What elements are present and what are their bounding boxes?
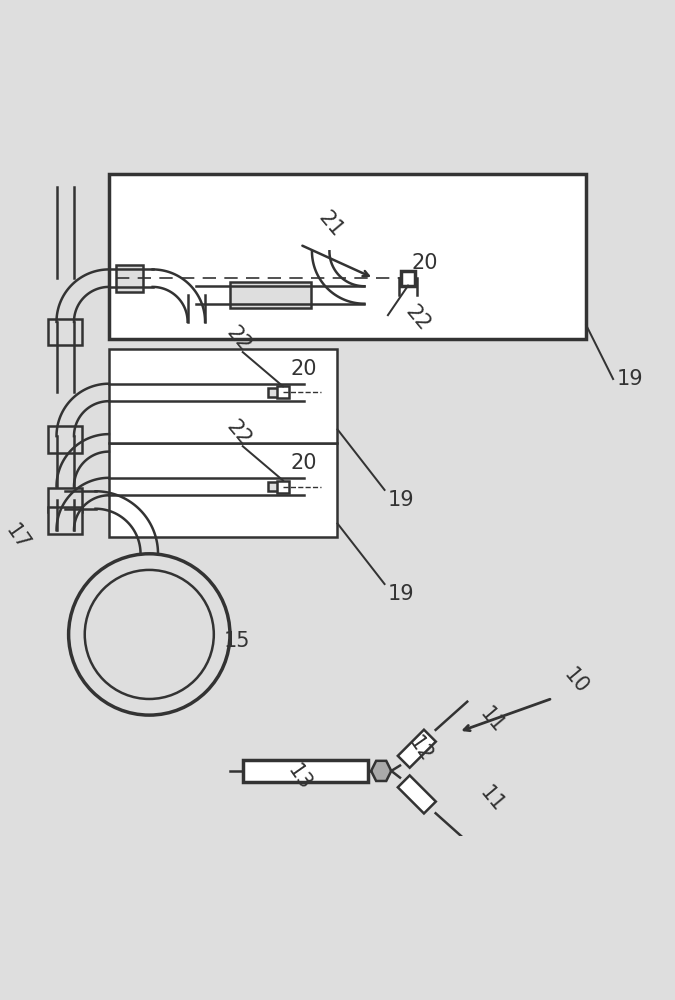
Bar bbox=[277, 386, 289, 398]
Text: 10: 10 bbox=[560, 665, 592, 698]
Bar bbox=[49, 488, 82, 512]
Bar bbox=[401, 271, 416, 286]
Bar bbox=[109, 443, 338, 537]
Polygon shape bbox=[398, 730, 436, 768]
Bar bbox=[230, 282, 310, 308]
Text: 15: 15 bbox=[223, 631, 250, 651]
Bar bbox=[267, 482, 286, 491]
Bar bbox=[49, 426, 82, 453]
Bar bbox=[49, 318, 82, 345]
Text: 12: 12 bbox=[405, 732, 436, 766]
Bar bbox=[277, 481, 289, 493]
Bar bbox=[267, 388, 286, 397]
Text: 21: 21 bbox=[314, 208, 346, 241]
Bar bbox=[244, 760, 368, 782]
Polygon shape bbox=[398, 775, 436, 813]
Polygon shape bbox=[371, 761, 392, 781]
Text: 19: 19 bbox=[616, 369, 643, 389]
Text: 19: 19 bbox=[388, 584, 414, 604]
Text: 22: 22 bbox=[223, 416, 255, 450]
Text: 17: 17 bbox=[1, 521, 33, 554]
Bar bbox=[49, 507, 82, 534]
Text: 20: 20 bbox=[290, 359, 317, 379]
Text: 13: 13 bbox=[284, 761, 315, 794]
Text: 22: 22 bbox=[223, 322, 255, 355]
Text: 19: 19 bbox=[388, 490, 414, 510]
Text: 11: 11 bbox=[475, 703, 508, 737]
Text: 22: 22 bbox=[402, 302, 434, 335]
Bar bbox=[109, 174, 586, 339]
Bar bbox=[115, 265, 142, 292]
Bar bbox=[109, 349, 338, 443]
Text: 20: 20 bbox=[290, 453, 317, 473]
Text: 20: 20 bbox=[412, 253, 438, 273]
Text: 11: 11 bbox=[475, 783, 508, 816]
